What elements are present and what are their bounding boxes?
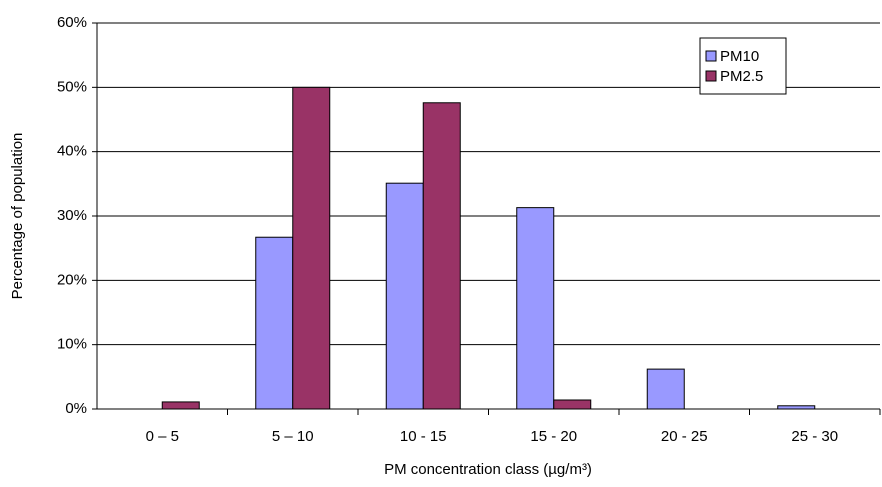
bar [553,399,592,410]
y-tick-label: 50% [57,78,87,95]
x-tick-label: 15 - 20 [530,428,577,445]
bar [255,236,294,410]
bar [422,102,461,410]
legend-label: PM2.5 [720,68,763,85]
x-tick-label: 20 - 25 [661,428,708,445]
bar [646,368,685,410]
y-tick-label: 60% [57,14,87,31]
legend-swatch [705,50,717,62]
legend-box [699,37,787,95]
x-tick-label: 25 - 30 [791,428,838,445]
y-tick-label: 0% [65,400,87,417]
bar [292,86,331,410]
bar [161,401,200,410]
legend-swatch [705,70,717,82]
y-tick-label: 30% [57,207,87,224]
bar [516,207,555,410]
x-tick-label: 5 – 10 [272,428,314,445]
x-axis-label: PM concentration class (µg/m³) [384,461,592,478]
x-tick-label: 10 - 15 [400,428,447,445]
y-tick-label: 40% [57,143,87,160]
y-tick-label: 20% [57,271,87,288]
x-tick-label: 0 – 5 [146,428,179,445]
bar [385,182,424,410]
legend-label: PM10 [720,48,759,65]
y-axis-label: Percentage of population [9,133,26,300]
y-tick-label: 10% [57,336,87,353]
